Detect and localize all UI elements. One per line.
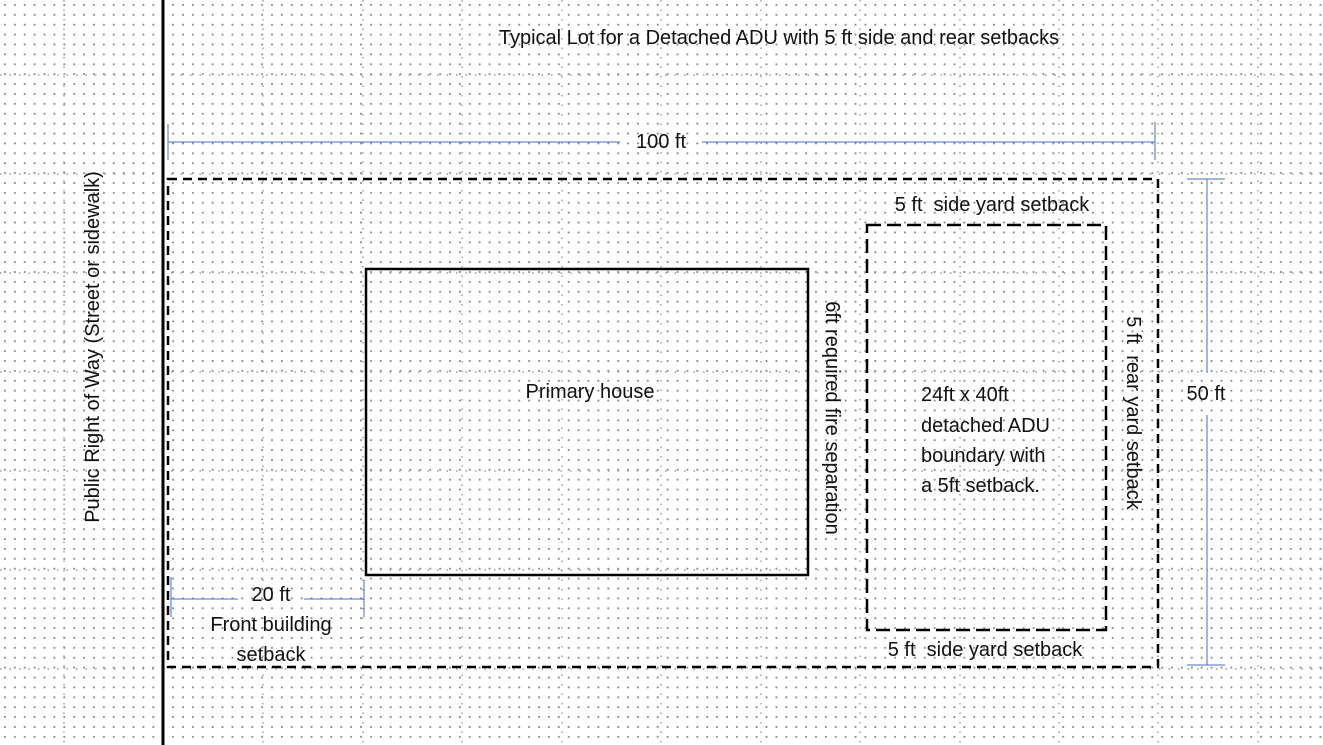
fire-separation-label: 6ft required fire separation bbox=[821, 301, 843, 534]
primary-house-outline bbox=[364, 267, 810, 577]
right-of-way-label: Public Right of Way (Street or sidewalk) bbox=[82, 171, 104, 523]
adu-label-line4: a 5ft setback. bbox=[921, 475, 1040, 497]
adu-label-line2: detached ADU bbox=[921, 415, 1050, 437]
adu-label-line1: 24ft x 40ft bbox=[921, 384, 1009, 406]
lot-depth-label: 50 ft bbox=[1187, 383, 1226, 405]
diagram-title: Typical Lot for a Detached ADU with 5 ft… bbox=[499, 27, 1059, 49]
front-setback-value: 20 ft bbox=[252, 584, 291, 606]
rear-setback-label: 5 ft rear yard setback bbox=[1122, 316, 1144, 510]
side-setback-bottom-label: 5 ft side yard setback bbox=[888, 639, 1084, 661]
adu-label-line3: boundary with bbox=[921, 445, 1046, 467]
primary-house-label: Primary house bbox=[526, 381, 655, 403]
front-setback-line1: Front building bbox=[210, 614, 331, 636]
adu-boundary bbox=[865, 223, 1108, 632]
side-setback-top-label: 5 ft side yard setback bbox=[895, 194, 1091, 216]
lot-boundary bbox=[166, 177, 1160, 669]
front-setback-line2: setback bbox=[237, 644, 307, 666]
dimension-lot-width bbox=[167, 122, 1156, 160]
lot-width-label: 100 ft bbox=[636, 131, 686, 153]
dimension-lot-depth bbox=[1187, 178, 1225, 666]
dimension-front-setback bbox=[170, 577, 365, 617]
